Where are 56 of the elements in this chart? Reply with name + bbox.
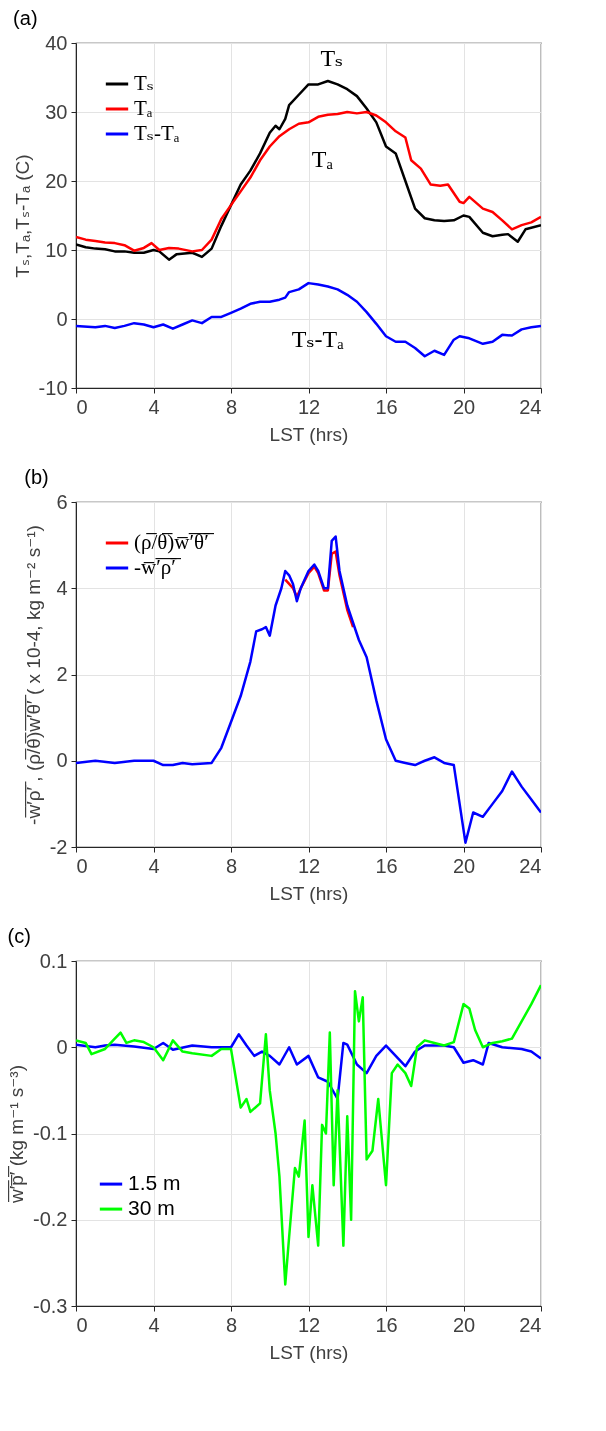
annotation: Tₐ <box>311 146 334 173</box>
x-tick-label: 16 <box>375 395 398 418</box>
x-tick-label: 16 <box>375 854 398 877</box>
legend-label: (ρ̅/θ̅)w̅′̅θ̅′̅ <box>134 530 215 554</box>
legend-label: 1.5 m <box>128 1171 181 1195</box>
x-tick-label: 0 <box>76 395 88 418</box>
y-tick-label: -10 <box>38 376 68 399</box>
y-axis-title: -w̅′̅ρ̅′̅ , (ρ̅/θ̅)w̅′̅θ̅′̅ ( x 10-4, kg m⁻² s⁻¹) <box>22 525 44 825</box>
chart-title: (a) <box>13 7 38 29</box>
x-tick-label: 0 <box>76 854 88 877</box>
x-tick-label: 24 <box>519 854 542 877</box>
y-tick-label: 0 <box>56 749 68 772</box>
x-tick-label: 0 <box>76 1313 88 1336</box>
x-tick-label: 12 <box>297 1313 321 1336</box>
x-tick-label: 8 <box>225 854 238 877</box>
x-tick-label: 8 <box>225 1313 238 1336</box>
y-tick-label: -0.3 <box>33 1294 68 1317</box>
x-tick-label: 4 <box>148 854 160 877</box>
y-tick-label: -0.1 <box>33 1122 68 1144</box>
x-tick-label: 4 <box>148 1313 160 1336</box>
x-tick-label: 12 <box>297 854 321 877</box>
annotation: Tₛ-Tₐ <box>291 325 345 352</box>
x-tick-label: 12 <box>297 395 321 418</box>
annotation: Tₛ <box>320 44 344 71</box>
legend-label: -w̅′̅ρ̅′̅ <box>134 555 182 579</box>
y-tick-label: 10 <box>45 238 68 261</box>
y-axis-title: w̅′̅p̅′̅ (kg m⁻¹ s⁻³) <box>6 1064 28 1205</box>
y-tick-label: 30 <box>45 100 68 123</box>
x-tick-label: 20 <box>452 854 476 877</box>
x-axis-title: LST (hrs) <box>269 1341 349 1363</box>
y-tick-label: 20 <box>45 169 68 192</box>
y-tick-label: 0 <box>56 307 68 330</box>
x-tick-label: 16 <box>375 1313 398 1336</box>
x-tick-label: 24 <box>519 1313 542 1336</box>
legend-label: Tₐ <box>134 96 153 120</box>
x-tick-label: 4 <box>148 395 160 418</box>
legend-label: Tₛ-Tₐ <box>134 121 180 145</box>
x-tick-label: 20 <box>452 1313 476 1336</box>
y-tick-label: 0 <box>56 1035 68 1058</box>
y-axis-title: Tₛ,Tₐ,Tₛ-Tₐ (C) <box>11 154 33 278</box>
y-tick-label: 40 <box>45 31 68 54</box>
y-tick-label: 2 <box>56 663 68 685</box>
chart-title: (c) <box>7 925 31 947</box>
x-axis-title: LST (hrs) <box>269 882 349 904</box>
legend-label: Tₛ <box>134 71 154 95</box>
x-axis-title: LST (hrs) <box>269 423 349 445</box>
x-tick-label: 20 <box>452 395 476 418</box>
y-tick-label: 4 <box>56 576 68 599</box>
chart-title: (b) <box>24 466 49 488</box>
x-tick-label: 8 <box>225 395 238 418</box>
y-tick-label: 0.1 <box>39 949 68 972</box>
legend-label: 30 m <box>128 1196 175 1220</box>
y-tick-label: 6 <box>56 490 68 513</box>
y-tick-label: -0.2 <box>33 1208 68 1231</box>
y-tick-label: -2 <box>49 835 68 858</box>
x-tick-label: 24 <box>519 395 542 418</box>
